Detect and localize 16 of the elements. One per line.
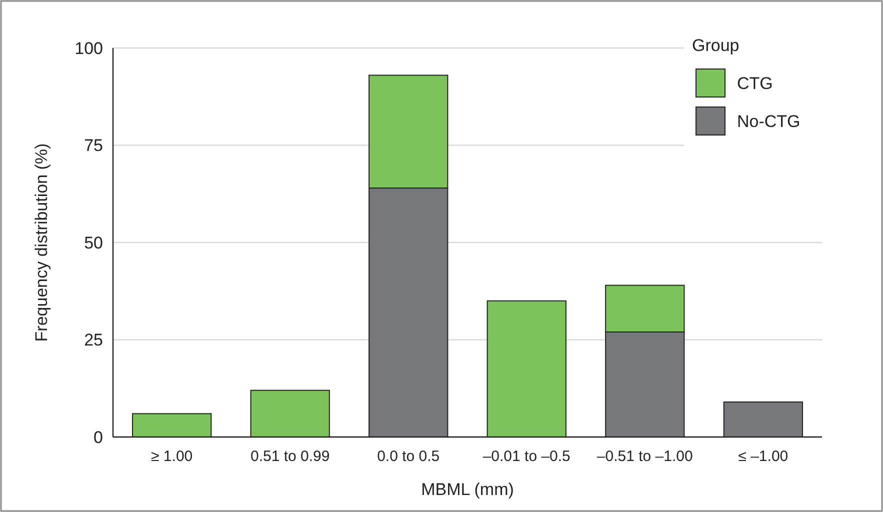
x-tick-label: 0.51 to 0.99 (250, 448, 330, 465)
y-tick-label: 100 (74, 38, 103, 58)
y-tick-label: 25 (84, 330, 103, 350)
x-tick-label: ≥ 1.00 (151, 448, 193, 465)
legend-label: No-CTG (737, 112, 800, 131)
y-tick-label: 75 (84, 136, 103, 156)
y-axis-title: Frequency distribution (%) (32, 143, 51, 342)
legend-title: Group (692, 36, 740, 55)
x-tick-label: –0.01 to –0.5 (482, 448, 570, 465)
x-tick-label: 0.0 to 0.5 (377, 448, 440, 465)
x-tick-label: –0.51 to –1.00 (596, 448, 693, 465)
x-tick-label: ≤ –1.00 (738, 448, 788, 465)
y-tick-label: 0 (94, 428, 103, 447)
y-tick-label: 50 (84, 233, 103, 252)
x-axis-title: MBML (mm) (421, 480, 514, 499)
legend-label: CTG (737, 74, 773, 93)
